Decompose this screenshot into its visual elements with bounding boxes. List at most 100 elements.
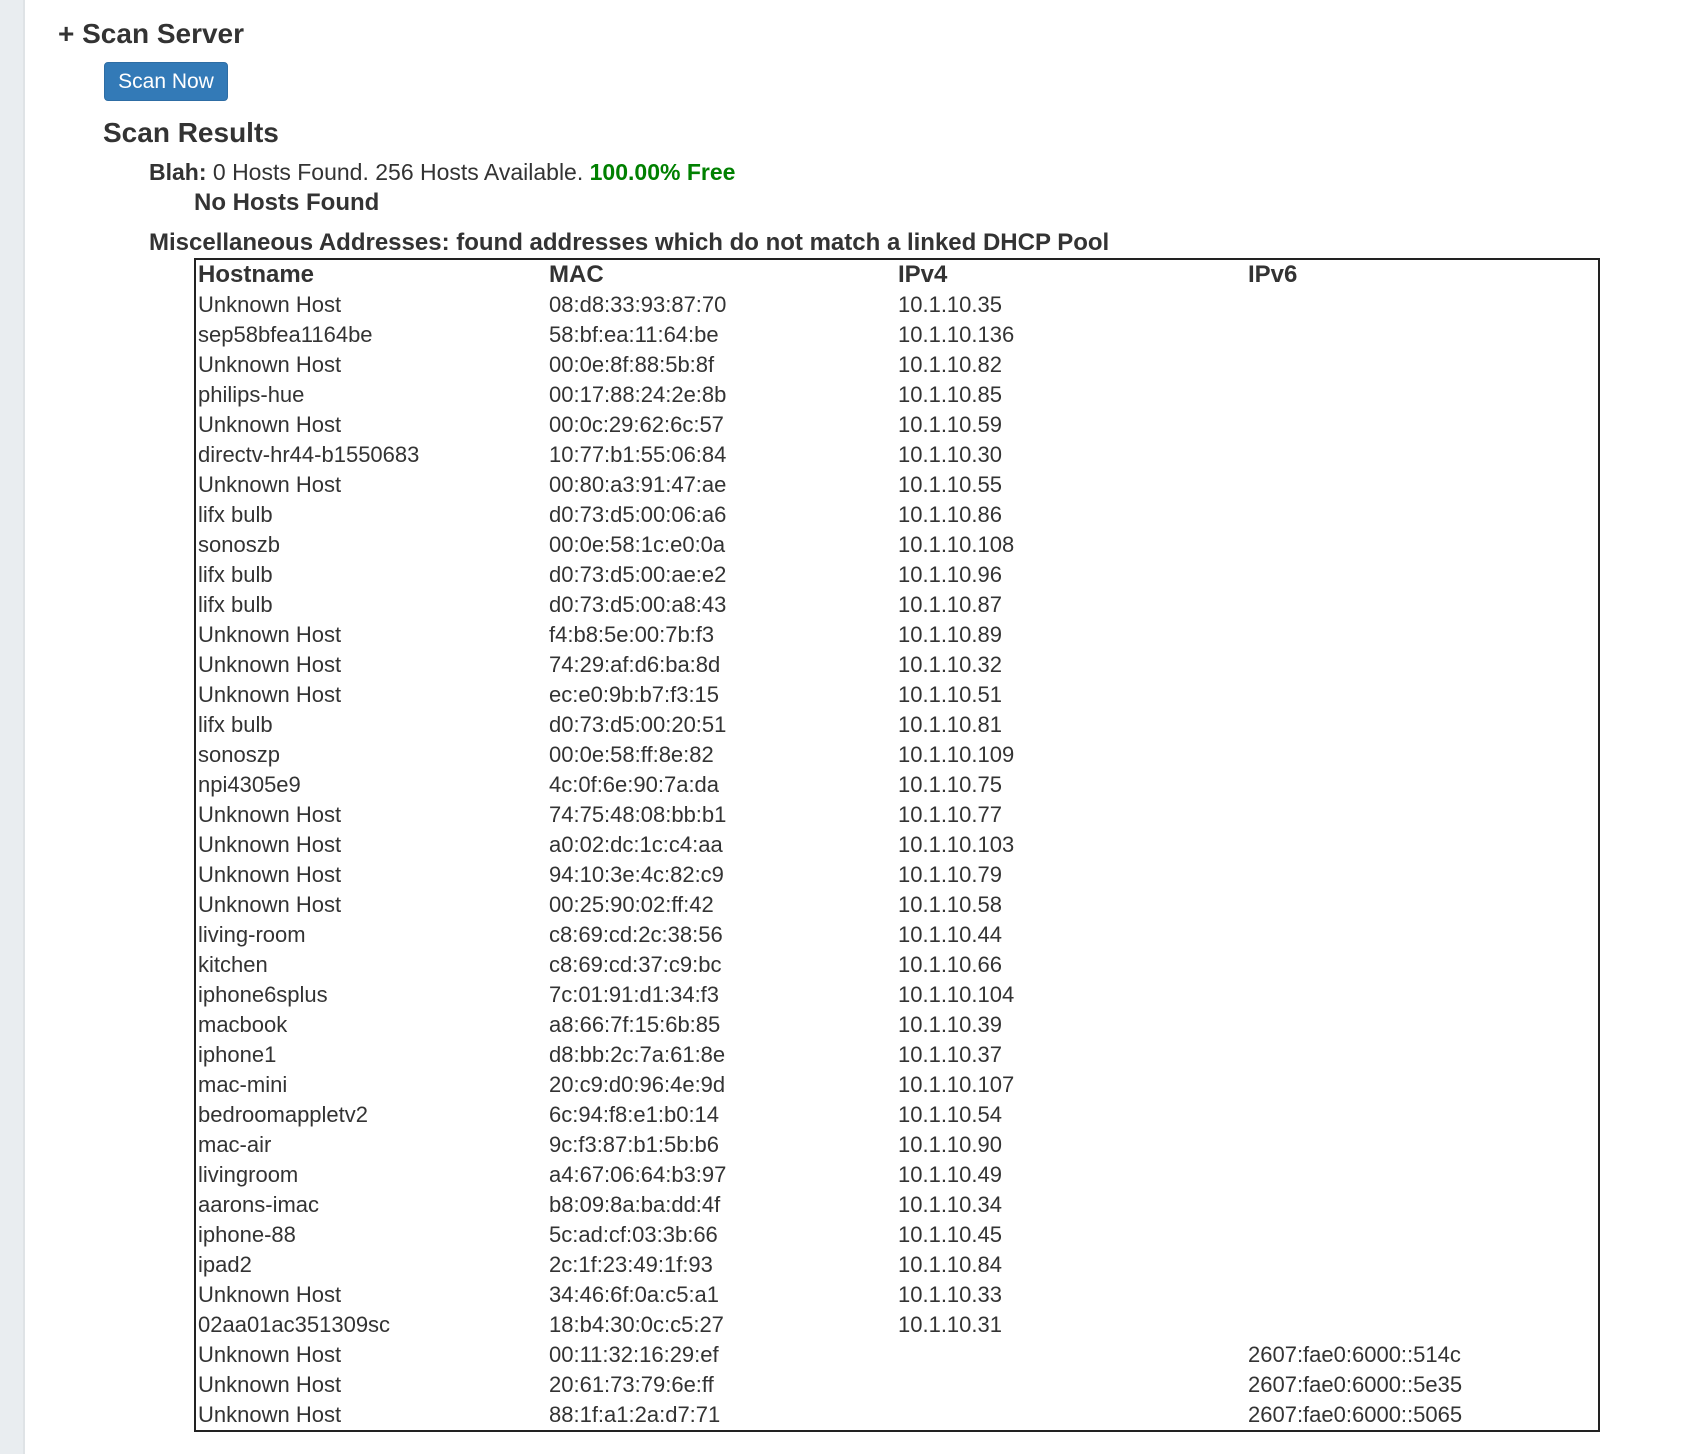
hostname-cell: Unknown Host <box>198 862 342 887</box>
pool-name: Blah: <box>149 159 207 185</box>
ipv4-cell: 10.1.10.51 <box>898 682 1002 707</box>
table-row: Unknown Host 74:75:48:08:bb:b1 10.1.10.77 <box>198 800 1548 830</box>
mac-cell: 00:80:a3:91:47:ae <box>549 472 727 497</box>
ipv4-cell: 10.1.10.59 <box>898 412 1002 437</box>
table-row: lifx bulb d0:73:d5:00:a8:43 10.1.10.87 <box>198 590 1548 620</box>
ipv4-cell: 10.1.10.103 <box>898 832 1015 857</box>
mac-cell: 7c:01:91:d1:34:f3 <box>549 982 720 1007</box>
mac-cell: c8:69:cd:2c:38:56 <box>549 922 723 947</box>
table-row: Unknown Host ec:e0:9b:b7:f3:15 10.1.10.51 <box>198 680 1548 710</box>
ipv4-cell: 10.1.10.96 <box>898 562 1002 587</box>
column-header-hostname: Hostname <box>198 261 315 288</box>
hostname-cell: livingroom <box>198 1162 299 1187</box>
column-header-ipv6: IPv6 <box>1248 261 1298 288</box>
mac-cell: 00:25:90:02:ff:42 <box>549 892 714 917</box>
hostname-cell: kitchen <box>198 952 268 977</box>
ipv6-cell <box>1248 560 1548 590</box>
hostname-cell: 02aa01ac351309sc <box>198 1312 391 1337</box>
ipv6-cell: 2607:fae0:6000::5e35 <box>1248 1372 1463 1397</box>
ipv4-cell: 10.1.10.32 <box>898 652 1002 677</box>
scan-now-button[interactable]: Scan Now <box>104 62 228 101</box>
ipv6-cell <box>1248 740 1548 770</box>
ipv4-cell: 10.1.10.84 <box>898 1252 1002 1277</box>
ipv6-cell <box>1248 800 1548 830</box>
mac-cell: 00:0e:8f:88:5b:8f <box>549 352 715 377</box>
mac-cell: a4:67:06:64:b3:97 <box>549 1162 727 1187</box>
ipv6-cell <box>1248 920 1548 950</box>
table-row: directv-hr44-b1550683 10:77:b1:55:06:84 10… <box>198 440 1548 470</box>
ipv4-cell: 10.1.10.86 <box>898 502 1002 527</box>
ipv6-cell <box>1248 1010 1548 1040</box>
ipv4-cell: 10.1.10.81 <box>898 712 1002 737</box>
ipv6-cell <box>1248 650 1548 680</box>
ipv4-cell: 10.1.10.109 <box>898 742 1015 767</box>
ipv4-cell <box>898 1400 1248 1430</box>
ipv6-cell <box>1248 980 1548 1010</box>
hostname-cell: lifx bulb <box>198 502 273 527</box>
table-row: Unknown Host 20:61:73:79:6e:ff 2607:fae0:6… <box>198 1370 1548 1400</box>
ipv6-cell: 2607:fae0:6000::514c <box>1248 1342 1461 1367</box>
table-row: Unknown Host 00:80:a3:91:47:ae 10.1.10.55 <box>198 470 1548 500</box>
ipv4-cell: 10.1.10.45 <box>898 1222 1002 1247</box>
ipv4-cell: 10.1.10.35 <box>898 292 1002 317</box>
ipv4-cell <box>898 1370 1248 1400</box>
mac-cell: 00:17:88:24:2e:8b <box>549 382 727 407</box>
ipv6-cell <box>1248 1190 1548 1220</box>
table-row: sep58bfea1164be 58:bf:ea:11:64:be 10.1.10.… <box>198 320 1548 350</box>
mac-cell: d8:bb:2c:7a:61:8e <box>549 1042 726 1067</box>
hostname-cell: mac-air <box>198 1132 272 1157</box>
ipv4-cell: 10.1.10.66 <box>898 952 1002 977</box>
mac-cell: b8:09:8a:ba:dd:4f <box>549 1192 721 1217</box>
mac-cell: f4:b8:5e:00:7b:f3 <box>549 622 715 647</box>
ipv4-cell: 10.1.10.136 <box>898 322 1015 347</box>
mac-cell: 5c:ad:cf:03:3b:66 <box>549 1222 718 1247</box>
mac-cell: 6c:94:f8:e1:b0:14 <box>549 1102 720 1127</box>
ipv6-cell <box>1248 1310 1548 1340</box>
ipv4-cell: 10.1.10.34 <box>898 1192 1002 1217</box>
ipv6-cell <box>1248 1280 1548 1310</box>
ipv6-cell <box>1248 860 1548 890</box>
ipv4-cell: 10.1.10.44 <box>898 922 1002 947</box>
table-row: Unknown Host a0:02:dc:1c:c4:aa 10.1.10.103 <box>198 830 1548 860</box>
ipv4-cell: 10.1.10.77 <box>898 802 1002 827</box>
mac-cell: 00:11:32:16:29:ef <box>549 1342 719 1367</box>
mac-cell: 74:29:af:d6:ba:8d <box>549 652 721 677</box>
mac-cell: d0:73:d5:00:06:a6 <box>549 502 727 527</box>
hostname-cell: directv-hr44-b1550683 <box>198 442 420 467</box>
pool-host-counts: 0 Hosts Found. 256 Hosts Available. <box>212 159 584 185</box>
ipv6-cell <box>1248 950 1548 980</box>
mac-cell: a8:66:7f:15:6b:85 <box>549 1012 721 1037</box>
ipv4-cell: 10.1.10.79 <box>898 862 1002 887</box>
hostname-cell: Unknown Host <box>198 682 342 707</box>
ipv6-cell <box>1248 380 1548 410</box>
mac-cell: 20:61:73:79:6e:ff <box>549 1372 714 1397</box>
mac-cell: c8:69:cd:37:c9:bc <box>549 952 722 977</box>
hostname-cell: Unknown Host <box>198 1282 342 1307</box>
hostname-cell: Unknown Host <box>198 622 342 647</box>
ipv6-cell <box>1248 680 1548 710</box>
mac-cell: 00:0e:58:1c:e0:0a <box>549 532 726 557</box>
ipv6-cell <box>1248 1070 1548 1100</box>
ipv4-cell: 10.1.10.90 <box>898 1132 1002 1157</box>
scan-results-heading: Scan Results <box>103 117 279 148</box>
mac-cell: a0:02:dc:1c:c4:aa <box>549 832 723 857</box>
ipv4-cell: 10.1.10.82 <box>898 352 1002 377</box>
ipv6-cell <box>1248 1100 1548 1130</box>
ipv6-cell <box>1248 470 1548 500</box>
table-row: Unknown Host 00:25:90:02:ff:42 10.1.10.58 <box>198 890 1548 920</box>
hostname-cell: Unknown Host <box>198 412 342 437</box>
hostname-cell: lifx bulb <box>198 562 273 587</box>
ipv4-cell: 10.1.10.58 <box>898 892 1002 917</box>
hostname-cell: sep58bfea1164be <box>198 322 373 347</box>
hostname-cell: Unknown Host <box>198 1402 342 1427</box>
ipv6-cell <box>1248 710 1548 740</box>
hostname-cell: ipad2 <box>198 1252 252 1277</box>
hostname-cell: Unknown Host <box>198 802 342 827</box>
misc-addresses-table: Hostname MAC IPv4 IPv6 Unknown Host 08:d8… <box>194 258 1600 1432</box>
scan-server-toggle[interactable]: + Scan Server <box>58 18 245 49</box>
mac-cell: 9c:f3:87:b1:5b:b6 <box>549 1132 720 1157</box>
mac-cell: d0:73:d5:00:a8:43 <box>549 592 727 617</box>
hostname-cell: Unknown Host <box>198 1372 342 1397</box>
table-row: npi4305e9 4c:0f:6e:90:7a:da 10.1.10.75 <box>198 770 1548 800</box>
hostname-cell: macbook <box>198 1012 288 1037</box>
